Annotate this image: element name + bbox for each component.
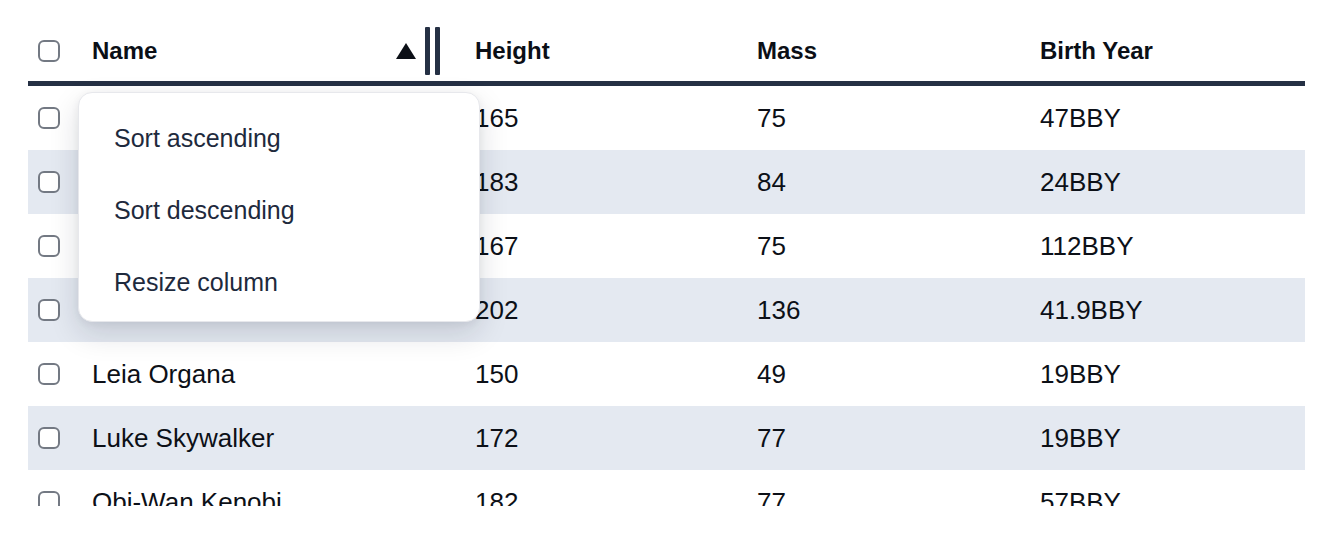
cell-height: 202 bbox=[465, 295, 747, 326]
cell-birth-year: 112BBY bbox=[1030, 231, 1305, 262]
cell-name: Luke Skywalker bbox=[82, 423, 465, 454]
cell-birth-year: 41.9BBY bbox=[1030, 295, 1305, 326]
cell-birth-year: 19BBY bbox=[1030, 359, 1305, 390]
table-row: Luke Skywalker 172 77 19BBY bbox=[28, 406, 1305, 470]
column-header-name[interactable]: Name bbox=[82, 27, 465, 75]
table-row: Obi-Wan Kenobi 182 77 57BBY bbox=[28, 470, 1305, 506]
menu-item-resize-column[interactable]: Resize column bbox=[79, 246, 479, 318]
cell-height: 165 bbox=[465, 103, 747, 134]
table-header-row: Name Height Mass Birth Year bbox=[28, 0, 1305, 86]
row-checkbox-cell bbox=[28, 491, 82, 506]
select-all-checkbox[interactable] bbox=[38, 40, 60, 62]
cell-birth-year: 19BBY bbox=[1030, 423, 1305, 454]
column-resize-handle-icon[interactable] bbox=[425, 27, 440, 75]
cell-birth-year: 47BBY bbox=[1030, 103, 1305, 134]
row-checkbox-cell bbox=[28, 171, 82, 193]
cell-height: 182 bbox=[465, 487, 747, 507]
row-checkbox[interactable] bbox=[38, 363, 60, 385]
cell-mass: 136 bbox=[747, 295, 1030, 326]
row-checkbox[interactable] bbox=[38, 427, 60, 449]
column-header-mass[interactable]: Mass bbox=[747, 37, 1030, 65]
row-checkbox[interactable] bbox=[38, 235, 60, 257]
column-header-birth-year[interactable]: Birth Year bbox=[1030, 37, 1305, 65]
table-row: Leia Organa 150 49 19BBY bbox=[28, 342, 1305, 406]
cell-mass: 84 bbox=[747, 167, 1030, 198]
row-checkbox[interactable] bbox=[38, 107, 60, 129]
row-checkbox[interactable] bbox=[38, 299, 60, 321]
cell-height: 172 bbox=[465, 423, 747, 454]
cell-mass: 75 bbox=[747, 231, 1030, 262]
sort-ascending-icon bbox=[396, 43, 416, 59]
header-checkbox-cell bbox=[28, 40, 82, 62]
cell-mass: 49 bbox=[747, 359, 1030, 390]
resize-bar-icon bbox=[435, 27, 440, 75]
cell-mass: 75 bbox=[747, 103, 1030, 134]
row-checkbox[interactable] bbox=[38, 171, 60, 193]
cell-mass: 77 bbox=[747, 487, 1030, 507]
row-checkbox-cell bbox=[28, 235, 82, 257]
cell-height: 167 bbox=[465, 231, 747, 262]
resize-bar-icon bbox=[425, 27, 430, 75]
column-context-menu: Sort ascending Sort descending Resize co… bbox=[78, 92, 480, 322]
cell-mass: 77 bbox=[747, 423, 1030, 454]
cell-height: 150 bbox=[465, 359, 747, 390]
row-checkbox[interactable] bbox=[38, 491, 60, 506]
cell-name: Obi-Wan Kenobi bbox=[82, 487, 465, 507]
menu-item-sort-ascending[interactable]: Sort ascending bbox=[79, 102, 479, 174]
cell-birth-year: 24BBY bbox=[1030, 167, 1305, 198]
row-checkbox-cell bbox=[28, 363, 82, 385]
menu-item-sort-descending[interactable]: Sort descending bbox=[79, 174, 479, 246]
cell-height: 183 bbox=[465, 167, 747, 198]
column-header-height[interactable]: Height bbox=[465, 37, 747, 65]
row-checkbox-cell bbox=[28, 107, 82, 129]
row-checkbox-cell bbox=[28, 427, 82, 449]
column-header-name-label: Name bbox=[92, 37, 157, 65]
cell-name: Leia Organa bbox=[82, 359, 465, 390]
row-checkbox-cell bbox=[28, 299, 82, 321]
cell-birth-year: 57BBY bbox=[1030, 487, 1305, 507]
